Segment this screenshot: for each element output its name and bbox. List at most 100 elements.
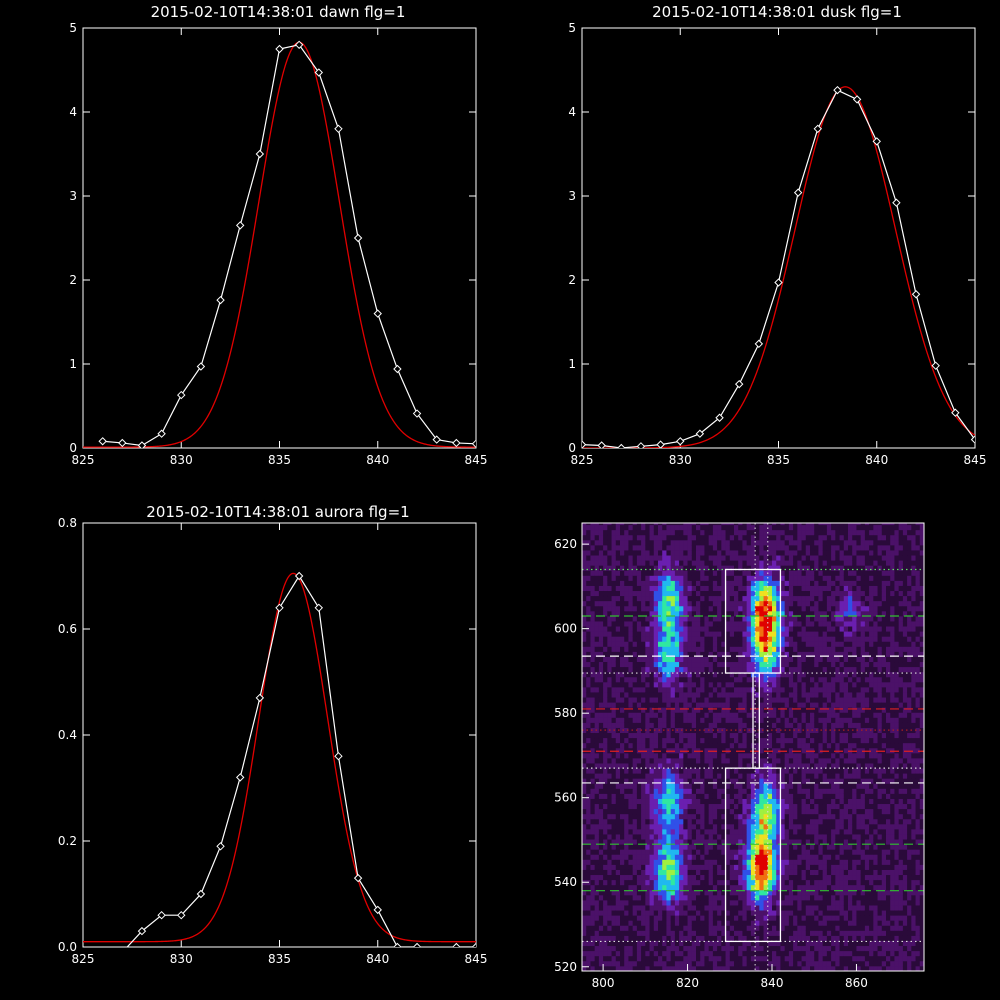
heatmap-cell: [683, 580, 688, 586]
heatmap-cell: [734, 955, 739, 962]
heatmap-cell: [645, 778, 650, 784]
heatmap-cell: [704, 849, 710, 855]
heatmap-cell: [624, 783, 629, 789]
heatmap-cell: [801, 646, 807, 652]
heatmap-cell: [611, 778, 617, 784]
heatmap-cell: [620, 692, 625, 698]
heatmap-cell: [742, 864, 748, 870]
heatmap-cell: [666, 661, 672, 668]
heatmap-cell: [788, 686, 794, 693]
heatmap-cell: [759, 757, 764, 764]
heatmap-cell: [755, 935, 760, 941]
heatmap-cell: [788, 879, 794, 886]
heatmap-cell: [628, 707, 634, 713]
heatmap-cell: [611, 722, 617, 728]
heatmap-cell: [662, 747, 667, 754]
heatmap-cell: [683, 905, 688, 911]
heatmap-cell: [645, 621, 650, 627]
heatmap-cell: [611, 940, 617, 947]
heatmap-cell: [603, 834, 608, 840]
heatmap-cell: [649, 768, 655, 774]
heatmap-cell: [679, 631, 684, 637]
heatmap-cell: [788, 742, 794, 749]
heatmap-cell: [607, 839, 612, 845]
heatmap-cell: [628, 600, 634, 607]
heatmap-cell: [653, 793, 659, 799]
heatmap-cell: [691, 539, 697, 546]
heatmap-cell: [611, 565, 617, 571]
heatmap-cell: [755, 884, 760, 891]
heatmap-cell: [700, 523, 705, 526]
heatmap-cell: [674, 539, 680, 546]
heatmap-cell: [729, 727, 735, 734]
heatmap-cell: [742, 828, 748, 835]
heatmap-cell: [679, 539, 684, 546]
heatmap-cell: [645, 570, 650, 576]
heatmap-cell: [603, 560, 608, 566]
heatmap-cell: [729, 803, 735, 810]
heatmap-cell: [712, 894, 718, 901]
heatmap-cell: [582, 727, 587, 734]
heatmap-cell: [780, 910, 786, 916]
heatmap-cell: [670, 534, 676, 541]
heatmap-cell: [759, 615, 764, 622]
heatmap-cell: [598, 879, 604, 886]
heatmap-cell: [717, 874, 722, 881]
heatmap-cell: [746, 960, 752, 967]
heatmap-cell: [712, 666, 718, 673]
heatmap-cell: [784, 727, 790, 734]
heatmap-cell: [712, 930, 718, 936]
heatmap-cell: [615, 905, 621, 911]
heatmap-cell: [793, 681, 798, 688]
heatmap-cell: [734, 864, 739, 870]
heatmap-cell: [594, 560, 600, 566]
heatmap-cell: [586, 783, 591, 789]
heatmap-cell: [645, 884, 650, 891]
heatmap-cell: [611, 965, 617, 971]
heatmap-cell: [742, 763, 748, 769]
heatmap-cell: [712, 671, 718, 678]
heatmap-cell: [594, 864, 600, 870]
heatmap-cell: [611, 960, 617, 967]
heatmap-cell: [590, 656, 596, 663]
heatmap-cell: [590, 626, 596, 632]
heatmap-cell: [725, 900, 731, 906]
heatmap-cell: [666, 828, 672, 835]
heatmap-cell: [582, 681, 587, 688]
gaussian-fit-line: [83, 41, 476, 448]
heatmap-cell: [780, 798, 786, 805]
heatmap-cell: [746, 697, 752, 703]
heatmap-cell: [632, 935, 638, 941]
heatmap-cell: [801, 676, 807, 683]
heatmap-cell: [615, 869, 621, 876]
heatmap-cell: [611, 626, 617, 632]
heatmap-cell: [624, 707, 629, 713]
heatmap-cell: [738, 707, 743, 713]
heatmap-cell: [788, 752, 794, 759]
heatmap-cell: [738, 768, 743, 774]
heatmap-cell: [742, 717, 748, 723]
heatmap-cell: [598, 905, 604, 911]
heatmap-cell: [687, 920, 693, 926]
heatmap-cell: [700, 722, 705, 728]
heatmap-cell: [776, 600, 781, 607]
heatmap-cell: [615, 595, 621, 602]
heatmap-cell: [721, 529, 726, 536]
heatmap-cell: [767, 550, 773, 556]
heatmap-cell: [624, 626, 629, 632]
heatmap-cell: [590, 788, 596, 794]
heatmap-cell: [750, 666, 756, 673]
heatmap-cell: [620, 621, 625, 627]
heatmap-cell: [717, 600, 722, 607]
heatmap-cell: [636, 747, 642, 754]
heatmap-cell: [653, 879, 659, 886]
heatmap-cell: [632, 555, 638, 561]
heatmap-cell: [624, 570, 629, 576]
heatmap-cell: [704, 676, 710, 683]
heatmap-cell: [767, 818, 773, 825]
heatmap-cell: [674, 757, 680, 764]
heatmap-cell: [641, 869, 646, 876]
heatmap-cell: [645, 773, 650, 779]
heatmap-cell: [712, 960, 718, 967]
heatmap-cell: [594, 960, 600, 967]
